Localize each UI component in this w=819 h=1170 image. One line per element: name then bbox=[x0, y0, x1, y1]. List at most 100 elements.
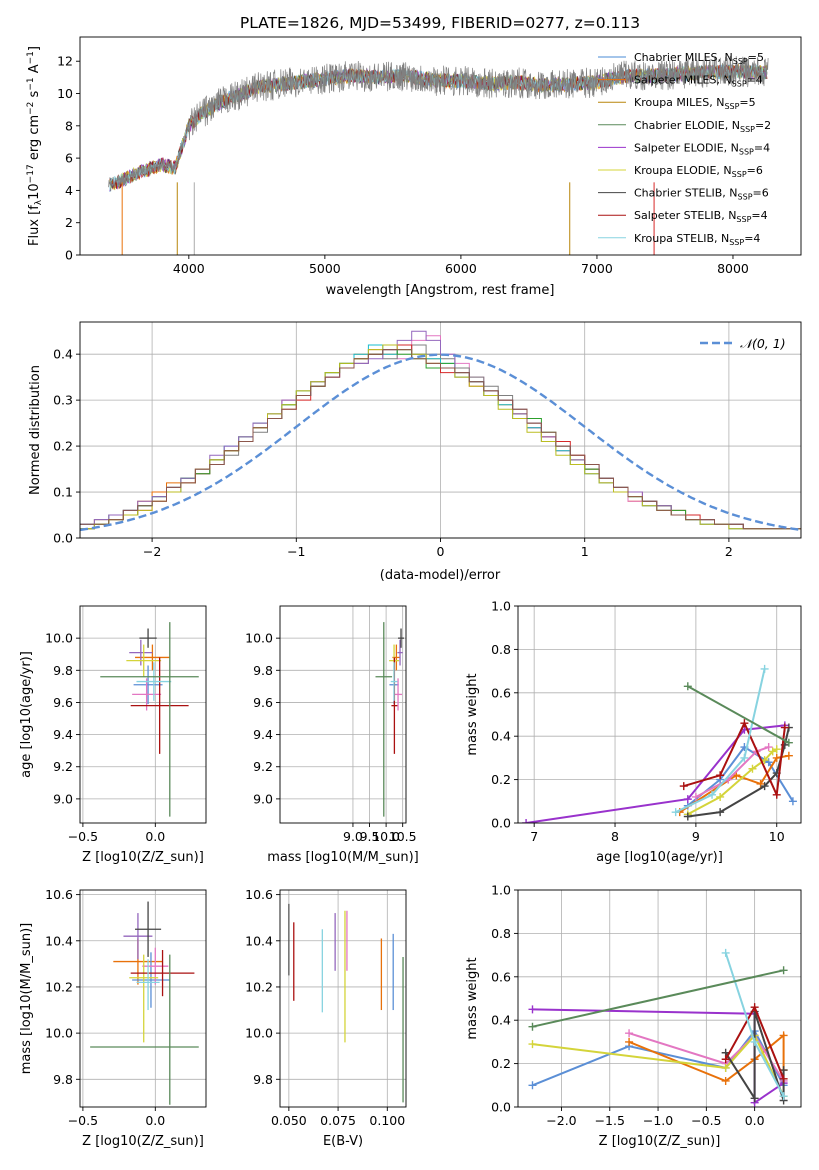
y-tick-label: 9.6 bbox=[253, 695, 273, 710]
legend-entry: Chabrier ELODIE, NSSP=2 bbox=[634, 119, 771, 134]
weight-series-line bbox=[532, 1033, 785, 1097]
plot-area bbox=[100, 622, 199, 817]
x-tick-label: 0 bbox=[437, 544, 445, 559]
x-tick-label: 6000 bbox=[445, 261, 477, 276]
weight-series-marker bbox=[779, 1031, 788, 1040]
weight-series-marker bbox=[756, 779, 765, 788]
weight-series-marker bbox=[683, 682, 692, 691]
y-tick-label: 0.2 bbox=[53, 439, 73, 454]
weight-series-marker bbox=[772, 790, 781, 799]
y-tick-label: 9.8 bbox=[53, 1072, 73, 1087]
y-tick-label: 10.0 bbox=[245, 1026, 273, 1041]
x-tick-label: −0.5 bbox=[68, 1113, 98, 1128]
weight-series-marker bbox=[625, 1029, 634, 1038]
y-axis-label: Flux [fλ10−17 erg cm−2 s−1 A−1] bbox=[26, 46, 44, 246]
x-tick-label: 2 bbox=[725, 544, 733, 559]
x-tick-label: 0.0 bbox=[145, 829, 165, 844]
y-tick-label: 0.0 bbox=[491, 1100, 511, 1115]
y-tick-label: 9.0 bbox=[53, 791, 73, 806]
y-tick-label: 10.6 bbox=[45, 887, 73, 902]
x-tick-label: −0.5 bbox=[691, 1113, 721, 1128]
weight-series-marker bbox=[772, 745, 781, 754]
weight-series-marker bbox=[528, 1081, 537, 1090]
plot-area bbox=[108, 55, 769, 255]
weight-series-line bbox=[695, 746, 770, 798]
axes-frame bbox=[517, 605, 802, 824]
y-tick-label: 0 bbox=[65, 248, 73, 263]
y-tick-label: 4 bbox=[65, 183, 73, 198]
x-tick-label: 0.075 bbox=[320, 1113, 356, 1128]
x-axis-label: wavelength [Angstrom, rest frame] bbox=[326, 283, 555, 298]
weight-series-marker bbox=[691, 792, 700, 801]
y-tick-label: 0.4 bbox=[53, 347, 73, 362]
legend-entry: Salpeter ELODIE, NSSP=4 bbox=[634, 141, 770, 156]
y-axis-label: Normed distribution bbox=[28, 365, 43, 495]
y-tick-label: 0.8 bbox=[491, 642, 511, 657]
axes-frame bbox=[79, 36, 802, 256]
x-tick-label: −0.5 bbox=[68, 829, 98, 844]
weight-series-marker bbox=[528, 1040, 537, 1049]
spectrum-panel: 4000 5000 6000 7000 8000 0 2 4 6 8 10 12 wavelength … bbox=[26, 36, 802, 298]
y-tick-label: 10.0 bbox=[45, 1026, 73, 1041]
figure-title: PLATE=1826, MJD=53499, FIBERID=0277, z=0… bbox=[240, 14, 640, 32]
x-tick-label: 10.0 bbox=[372, 829, 400, 844]
weight-series-marker bbox=[784, 738, 793, 747]
x-tick-label: 10 bbox=[769, 829, 785, 844]
y-tick-label: 0.4 bbox=[491, 1013, 511, 1028]
x-tick-label: 1 bbox=[581, 544, 589, 559]
y-tick-label: 10.2 bbox=[245, 979, 273, 994]
y-tick-label: 10 bbox=[57, 86, 73, 101]
x-axis-label: E(B-V) bbox=[323, 1134, 363, 1149]
x-tick-label: 10.5 bbox=[389, 829, 417, 844]
weight-series-marker bbox=[671, 808, 680, 817]
y-tick-label: 0.2 bbox=[491, 772, 511, 787]
weight-series-marker bbox=[750, 1003, 759, 1012]
y-tick-label: 9.6 bbox=[53, 695, 73, 710]
y-tick-label: 0.1 bbox=[53, 485, 73, 500]
x-tick-label: −1 bbox=[287, 544, 305, 559]
plot-area bbox=[528, 948, 788, 1107]
y-tick-label: 2 bbox=[65, 215, 73, 230]
age-vs-z-panel: −0.5 0.0 9.0 9.2 9.4 9.6 9.8 10.0 Z [log10(Z/Z_s… bbox=[19, 605, 207, 865]
mass-weight-vs-z-panel: −2.0 −1.5 −1.0 −0.5 0.0 0.0 0.2 0.4 0.6 0.8 1.0 Z [… bbox=[465, 883, 802, 1149]
weight-series-marker bbox=[788, 797, 797, 806]
x-tick-label: −1.0 bbox=[643, 1113, 673, 1128]
x-tick-label: 5000 bbox=[309, 261, 341, 276]
y-tick-label: 10.2 bbox=[45, 979, 73, 994]
weight-series-marker bbox=[764, 758, 773, 767]
axes-frame bbox=[279, 605, 407, 824]
y-tick-label: 9.8 bbox=[53, 663, 73, 678]
y-tick-label: 0.4 bbox=[491, 729, 511, 744]
y-axis-label: age [log10(age/yr)] bbox=[19, 651, 34, 778]
weight-series-line bbox=[687, 685, 790, 744]
weight-series-marker bbox=[528, 1022, 537, 1031]
x-axis-label: (data-model)/error bbox=[380, 568, 501, 583]
legend-entry: Chabrier STELIB, NSSP=6 bbox=[634, 187, 769, 202]
y-tick-label: 8 bbox=[65, 118, 73, 133]
y-tick-label: 12 bbox=[57, 54, 73, 69]
y-tick-label: 10.4 bbox=[45, 933, 73, 948]
y-tick-label: 10.0 bbox=[45, 631, 73, 646]
weight-series-marker bbox=[522, 819, 531, 823]
weight-series-marker bbox=[721, 1076, 730, 1085]
weight-series-marker bbox=[679, 782, 688, 791]
y-tick-label: 9.0 bbox=[253, 791, 273, 806]
weight-series-marker bbox=[780, 723, 789, 732]
x-tick-label: 7000 bbox=[581, 261, 613, 276]
histogram-series-step bbox=[80, 349, 801, 538]
y-tick-label: 1.0 bbox=[491, 883, 511, 898]
legend-entry: Kroupa MILES, NSSP=5 bbox=[634, 96, 756, 111]
weight-series-marker bbox=[716, 808, 725, 817]
weight-series-marker bbox=[716, 792, 725, 801]
plot-area bbox=[522, 664, 797, 823]
legend-entry: Kroupa ELODIE, NSSP=6 bbox=[634, 164, 763, 179]
weight-series-marker bbox=[760, 664, 769, 673]
weight-series-marker bbox=[779, 966, 788, 975]
weight-series-line bbox=[532, 969, 784, 1028]
x-tick-label: 9 bbox=[692, 829, 700, 844]
y-tick-label: 0.6 bbox=[491, 685, 511, 700]
weight-series-marker bbox=[772, 753, 781, 762]
weight-series-marker bbox=[748, 764, 757, 773]
plot-area bbox=[288, 903, 404, 1103]
